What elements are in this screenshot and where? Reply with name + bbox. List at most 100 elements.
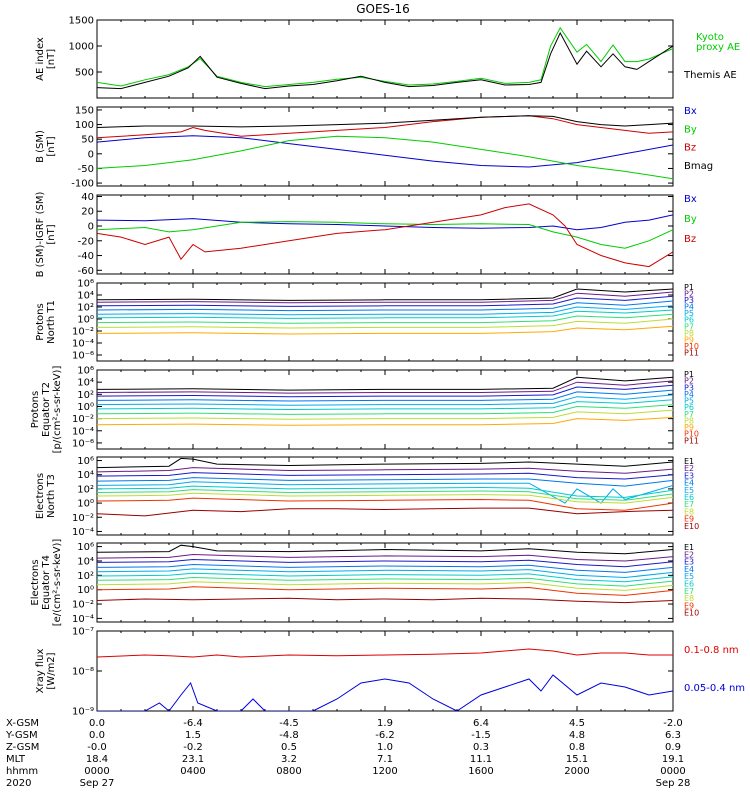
series-p9 — [97, 416, 673, 426]
series-by — [97, 221, 673, 249]
series-p4 — [97, 300, 673, 312]
y-axis-label: [nT] — [46, 224, 57, 244]
legend-entry: E5 — [684, 486, 694, 495]
legend-entry: E9 — [684, 515, 694, 524]
ephemeris-value: 4.8 — [569, 730, 585, 741]
y-tick-label: 10⁰ — [77, 315, 94, 326]
ephemeris-value: 0.8 — [569, 742, 585, 753]
series-p1 — [97, 376, 673, 391]
y-axis-label: Xray flux — [35, 649, 46, 694]
y-tick-label: 10⁻² — [72, 600, 94, 611]
series-p7 — [97, 404, 673, 415]
y-tick-label: 20 — [81, 207, 94, 218]
y-tick-label: 10⁻⁶ — [72, 351, 94, 362]
ephemeris-value: 23.1 — [182, 754, 204, 765]
series-p4 — [97, 389, 673, 402]
legend-entry: P10 — [684, 430, 699, 439]
y-tick-label: 10⁴ — [77, 378, 94, 389]
series-e7 — [97, 489, 673, 501]
series-e8 — [97, 581, 673, 591]
series-p2 — [97, 380, 673, 394]
panel-frame — [96, 630, 674, 712]
series-by — [97, 135, 673, 180]
series-e6 — [97, 572, 673, 583]
ephemeris-value: 2000 — [564, 766, 589, 777]
y-tick-label: 0 — [88, 222, 94, 233]
ephemeris-value: -6.2 — [375, 730, 395, 741]
legend-entry: P5 — [684, 397, 694, 406]
y-tick-label: 10⁰ — [77, 585, 94, 596]
ephemeris-value: -0.0 — [87, 742, 107, 753]
legend-entry: E10 — [684, 609, 699, 618]
y-axis-label: Equator T4 — [41, 555, 52, 610]
y-tick-label: 10⁴ — [77, 470, 94, 481]
ephemeris-value: 1.0 — [377, 742, 393, 753]
y-axis-label: Electrons — [35, 473, 46, 519]
series-e2 — [97, 467, 673, 474]
series-e2 — [97, 553, 673, 562]
y-tick-label: 10⁻⁷ — [72, 627, 94, 638]
y-tick-label: -100 — [71, 179, 94, 190]
ephemeris-value: 1200 — [372, 766, 397, 777]
series-e7 — [97, 576, 673, 587]
series-p6 — [97, 309, 673, 319]
y-tick-label: 500 — [75, 68, 94, 79]
series-e10 — [97, 597, 673, 604]
y-tick-label: -40 — [78, 251, 94, 262]
series-p3 — [97, 295, 673, 307]
legend-entry: P5 — [684, 309, 694, 318]
y-tick-label: 10⁻⁶ — [72, 438, 94, 449]
ephemeris-value: 0.3 — [473, 742, 489, 753]
panel-8: 10⁻⁹ 10⁻⁸ 10⁻⁷ Xray flux [W/m2] 0.1-0.8 nm 0.0… — [35, 627, 745, 718]
legend-entry: P3 — [684, 296, 694, 305]
legend-entry: P8 — [684, 416, 694, 425]
ephemeris-value: 0.0 — [89, 718, 105, 729]
ephemeris-value: 1600 — [468, 766, 493, 777]
series-p2 — [97, 291, 673, 304]
ephemeris-value: -2.0 — [663, 718, 683, 729]
legend-entry: Kyoto — [696, 32, 724, 43]
ephemeris-value: 4.5 — [569, 718, 585, 729]
ephemeris-value: 6.4 — [473, 718, 489, 729]
legend-entry: Bz — [684, 234, 696, 245]
series-e1 — [97, 457, 673, 469]
legend-entry: E1 — [684, 457, 694, 466]
legend-entry: E10 — [684, 522, 699, 531]
legend-entry: E4 — [684, 565, 694, 574]
series-e3 — [97, 472, 673, 480]
series-bz — [97, 203, 673, 268]
ephemeris-value: 1.5 — [185, 730, 201, 741]
y-axis-label: [nT] — [46, 49, 57, 69]
series-e8 — [97, 492, 673, 504]
ephemeris-value: 7.1 — [377, 754, 393, 765]
ephemeris-value: 0000 — [660, 766, 685, 777]
series-bmag — [97, 115, 673, 128]
ephemeris-value: 11.1 — [470, 754, 492, 765]
legend-entry: P2 — [684, 290, 694, 299]
series-p1 — [97, 288, 673, 301]
ephemeris-value: -0.2 — [183, 742, 203, 753]
ephemeris-row-label: Z-GSM — [6, 742, 39, 753]
y-tick-label: 10⁻⁹ — [72, 707, 94, 718]
y-tick-label: 10² — [77, 390, 94, 401]
y-tick-label: 10² — [77, 571, 94, 582]
series-0-1-0-8-nm — [97, 648, 673, 658]
y-tick-label: 10⁴ — [77, 556, 94, 567]
series-bx — [97, 214, 673, 231]
legend-entry: E3 — [684, 558, 694, 567]
ephemeris-value: 18.4 — [86, 754, 108, 765]
series-e5 — [97, 568, 673, 579]
y-tick-label: 10⁶ — [77, 279, 94, 290]
ephemeris-row-label: hhmm — [6, 766, 38, 777]
panel-frame — [96, 106, 674, 187]
ephemeris-value: 19.1 — [662, 754, 684, 765]
ephemeris-value: Sep 28 — [656, 778, 691, 789]
legend-entry: P2 — [684, 377, 694, 386]
y-axis-label: [e/(cm²-s-sr-keV)] — [52, 539, 63, 627]
legend-entry: Bz — [684, 143, 696, 154]
series-e9 — [97, 586, 673, 596]
panel-frame — [96, 19, 674, 99]
